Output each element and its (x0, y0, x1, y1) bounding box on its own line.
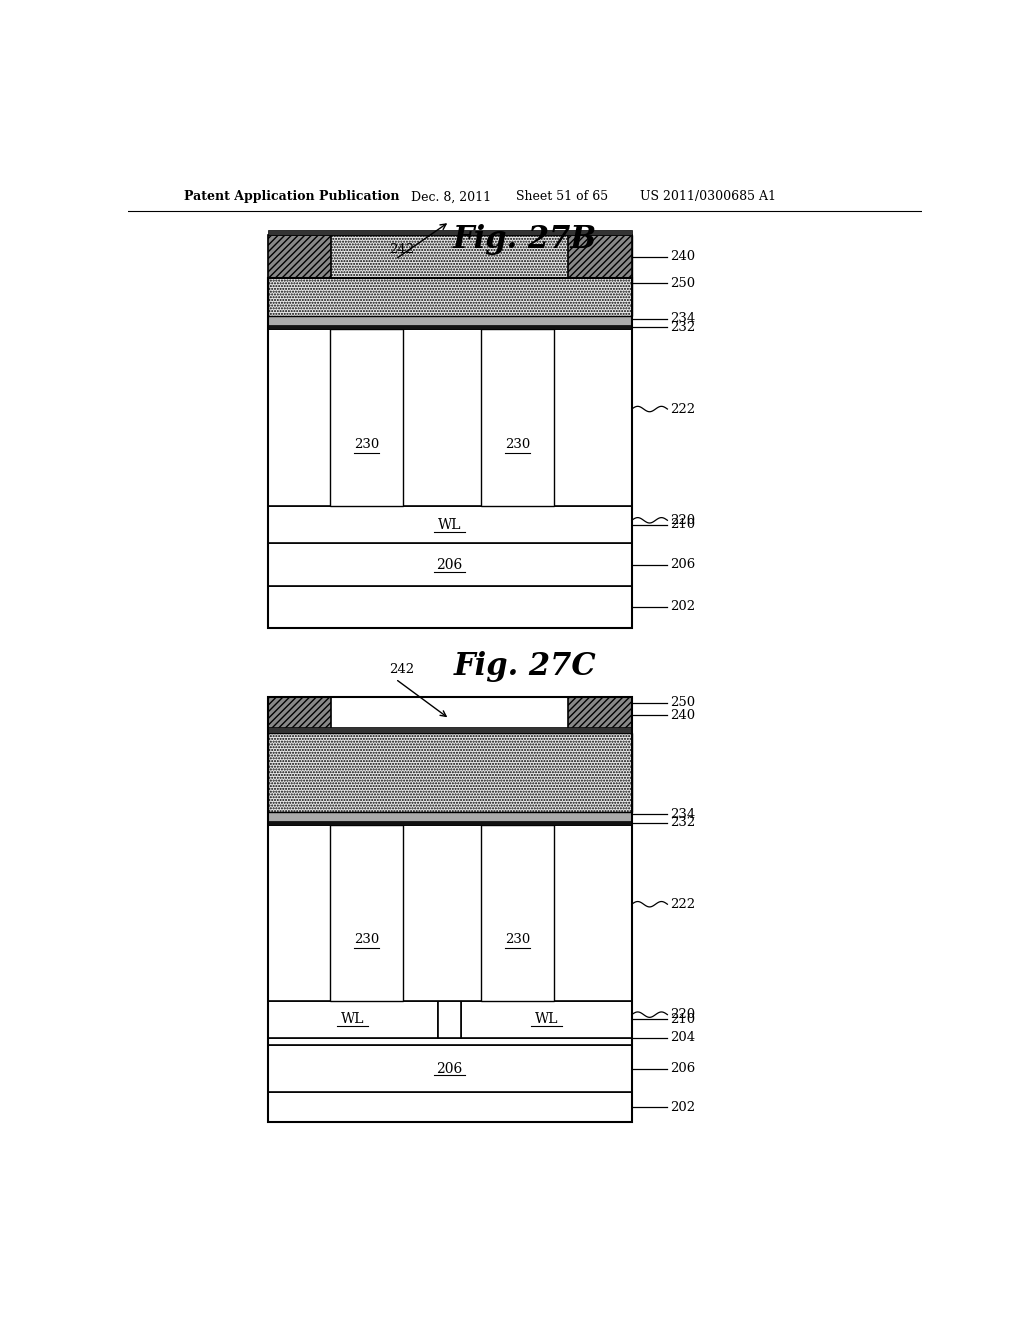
Bar (267, 697, 632, 1122)
Bar (267, 1001, 438, 1038)
Bar (267, 544, 632, 586)
Text: 230: 230 (353, 933, 379, 946)
Bar (267, 812, 632, 821)
Bar (267, 697, 331, 733)
Text: 220: 220 (670, 1008, 695, 1022)
Bar (438, 1001, 461, 1038)
Text: Dec. 8, 2011: Dec. 8, 2011 (411, 190, 490, 203)
Text: 234: 234 (670, 312, 695, 325)
Bar (461, 1001, 632, 1038)
Text: 250: 250 (670, 277, 695, 289)
Bar (267, 277, 632, 628)
Bar (267, 235, 632, 317)
Text: 230: 230 (505, 438, 530, 451)
Text: 210: 210 (670, 519, 695, 532)
Text: Fig. 27B: Fig. 27B (453, 224, 597, 255)
Text: 222: 222 (670, 403, 695, 416)
Text: 230: 230 (353, 438, 379, 451)
Text: 204: 204 (670, 1031, 695, 1044)
Bar (267, 733, 632, 812)
Bar (267, 317, 632, 325)
Text: 202: 202 (670, 601, 695, 614)
Bar (267, 1038, 632, 1045)
Bar (267, 507, 632, 544)
Text: WL: WL (341, 1012, 365, 1026)
Bar (330, 330, 403, 507)
Bar (267, 325, 632, 330)
Bar (480, 330, 554, 507)
Text: Patent Application Publication: Patent Application Publication (183, 190, 399, 203)
Bar (568, 697, 632, 733)
Bar (568, 235, 632, 277)
Text: 232: 232 (670, 321, 695, 334)
Text: 206: 206 (670, 1063, 695, 1074)
Bar (480, 825, 554, 1001)
Bar (267, 586, 632, 628)
Text: US 2011/0300685 A1: US 2011/0300685 A1 (640, 190, 775, 203)
Text: Sheet 51 of 65: Sheet 51 of 65 (515, 190, 607, 203)
Text: 206: 206 (436, 1061, 463, 1076)
Bar (267, 235, 331, 277)
Text: 242: 242 (389, 663, 415, 676)
Bar (267, 1045, 632, 1092)
Text: 202: 202 (670, 1101, 695, 1114)
Bar (330, 825, 403, 1001)
Bar (267, 825, 632, 1001)
Text: WL: WL (438, 517, 462, 532)
Bar (267, 727, 632, 733)
Text: 206: 206 (436, 557, 463, 572)
Text: 250: 250 (670, 696, 695, 709)
Text: 234: 234 (670, 808, 695, 821)
Text: 210: 210 (670, 1012, 695, 1026)
Text: 242: 242 (389, 243, 415, 256)
Text: 240: 240 (670, 709, 695, 722)
Bar (267, 1092, 632, 1122)
Text: 230: 230 (505, 933, 530, 946)
Text: 206: 206 (670, 558, 695, 572)
Bar (267, 821, 632, 825)
Text: 220: 220 (670, 513, 695, 527)
Text: 232: 232 (670, 816, 695, 829)
Text: WL: WL (535, 1012, 558, 1026)
Bar (267, 330, 632, 507)
Text: Fig. 27C: Fig. 27C (454, 651, 596, 682)
Text: 222: 222 (670, 898, 695, 911)
Text: 240: 240 (670, 249, 695, 263)
Bar (267, 230, 632, 235)
